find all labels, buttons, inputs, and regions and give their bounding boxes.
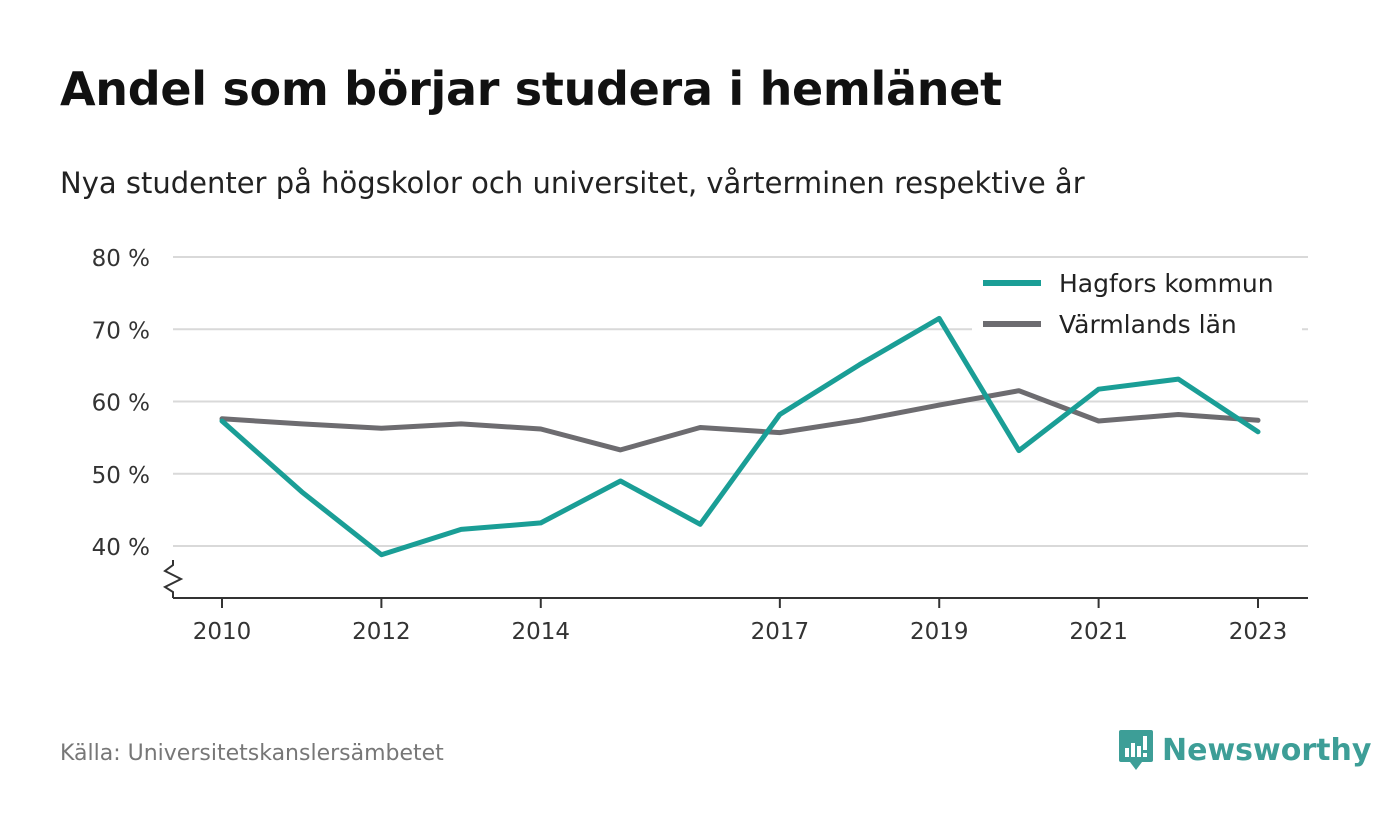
- y-tick-label: 60 %: [92, 391, 150, 417]
- y-tick-label: 40 %: [92, 535, 150, 561]
- chart-title: Andel som börjar studera i hemlänet: [60, 62, 1002, 116]
- x-tick-label: 2010: [193, 619, 252, 645]
- series-line-hagfors-kommun: [219, 315, 1261, 558]
- y-tick-label: 70 %: [92, 318, 150, 344]
- legend-background: [972, 265, 1302, 347]
- x-tick-label: 2014: [511, 619, 570, 645]
- newsworthy-icon: [1119, 730, 1153, 770]
- x-tick-label: 2021: [1069, 619, 1128, 645]
- x-tick-label: 2012: [352, 619, 411, 645]
- x-tick-label: 2019: [910, 619, 969, 645]
- y-tick-label: 50 %: [92, 463, 150, 489]
- legend-label: Hagfors kommun: [1059, 269, 1274, 298]
- axis-break-icon: [162, 560, 184, 598]
- brand-logo: Newsworthy: [1118, 727, 1371, 773]
- x-tick-label: 2017: [751, 619, 810, 645]
- series-line-värmlands-län: [219, 388, 1261, 453]
- line-chart: 80 % 70 % 60 % 50 % 40 % 2010 2012 2014 2017 2019…: [92, 246, 1308, 645]
- x-tick-label: 2023: [1229, 619, 1288, 645]
- chart-subtitle: Nya studenter på högskolor och universit…: [60, 166, 1085, 200]
- legend-label: Värmlands län: [1059, 310, 1237, 339]
- y-tick-label: 80 %: [92, 246, 150, 272]
- brand-name: Newsworthy: [1162, 732, 1372, 768]
- source-note: Källa: Universitetskanslersämbetet: [60, 741, 444, 766]
